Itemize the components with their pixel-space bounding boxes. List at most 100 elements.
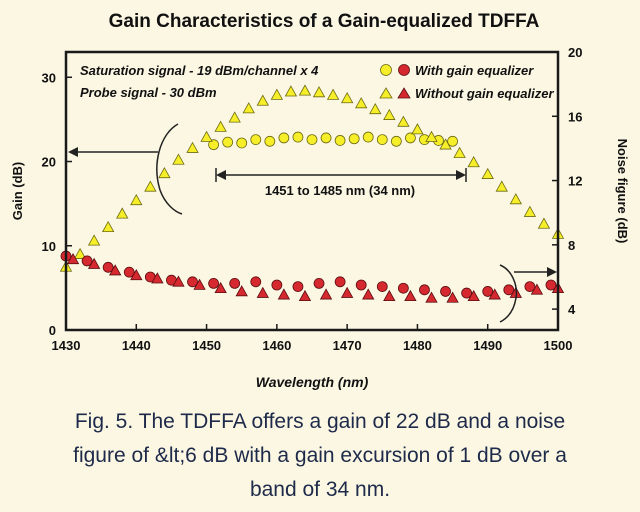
data-point-triangle	[235, 285, 248, 297]
legend-with-eq-label: With gain equalizer	[415, 63, 534, 78]
band-label: 1451 to 1485 nm (34 nm)	[265, 183, 415, 198]
x-tick-label: 1490	[473, 338, 502, 353]
series-noise-figure-circle	[60, 250, 557, 299]
series-noise-figure-triangle	[66, 252, 565, 303]
data-point-circle	[320, 132, 332, 144]
data-series	[59, 84, 565, 303]
y-right-tick-label: 20	[568, 45, 582, 60]
left-indicator-bracket	[156, 123, 183, 215]
y-left-tick-label: 10	[42, 239, 56, 254]
data-point-circle	[222, 136, 234, 148]
data-point-triangle	[214, 281, 227, 294]
data-point-circle	[545, 279, 557, 291]
data-point-triangle	[73, 247, 87, 259]
chart: Gain Characteristics of a Gain-equalized…	[10, 11, 630, 390]
data-point-triangle	[144, 180, 157, 192]
data-point-triangle	[151, 272, 164, 284]
x-axis-label: Wavelength (nm)	[256, 374, 369, 390]
y-left-tick-label: 20	[42, 155, 56, 170]
data-point-circle	[313, 277, 325, 289]
data-point-circle	[524, 281, 536, 293]
x-tick-label: 1460	[262, 338, 291, 353]
data-point-triangle	[362, 288, 375, 300]
data-point-triangle	[488, 288, 501, 300]
data-point-circle	[376, 281, 388, 293]
figure-caption: Fig. 5. The TDFFA offers a gain of 22 dB…	[0, 398, 640, 512]
data-point-triangle	[453, 146, 466, 158]
data-point-circle	[236, 137, 248, 149]
axis-ticks: 1430 1440 1450 1460 1470 1480 1490 1500 0 10 20 30 4…	[42, 45, 583, 353]
legend-marker-yellow-circle	[380, 64, 392, 76]
data-point-circle	[292, 281, 304, 293]
x-tick-label: 1430	[52, 338, 81, 353]
legend: With gain equalizer Without gain equaliz…	[379, 63, 554, 101]
y-axis-left-label: Gain (dB)	[10, 162, 25, 221]
data-point-triangle	[270, 88, 284, 100]
data-point-circle	[348, 133, 360, 145]
data-point-triangle	[537, 217, 551, 229]
data-point-triangle	[116, 207, 129, 219]
data-point-triangle	[425, 130, 438, 142]
data-point-triangle	[481, 167, 494, 179]
annotation-probe: Probe signal - 30 dBm	[80, 85, 217, 100]
data-point-circle	[461, 287, 473, 299]
right-indicator-bracket	[499, 264, 518, 323]
series-gain-circle	[208, 131, 458, 151]
y-axis-right-label: Noise figure (dB)	[615, 139, 630, 244]
data-point-triangle	[355, 97, 368, 109]
legend-marker-yellow-triangle	[379, 87, 393, 99]
data-point-triangle	[319, 288, 333, 300]
data-point-triangle	[397, 115, 410, 127]
chart-title: Gain Characteristics of a Gain-equalized…	[109, 11, 540, 32]
band-arrow-left-head	[216, 170, 226, 180]
data-point-triangle	[340, 92, 354, 104]
caption-line-3: band of 34 nm.	[249, 478, 391, 501]
data-point-triangle	[509, 193, 523, 205]
data-point-circle	[250, 134, 262, 146]
data-point-triangle	[467, 156, 480, 168]
data-point-triangle	[439, 138, 452, 150]
data-point-triangle	[298, 84, 312, 96]
data-point-triangle	[242, 102, 255, 114]
data-point-circle	[362, 131, 374, 143]
series-gain-triangle	[59, 84, 565, 272]
data-point-circle	[292, 131, 304, 143]
legend-without-eq-label: Without gain equalizer	[415, 86, 554, 101]
data-point-circle	[229, 277, 241, 289]
y-left-tick-label: 0	[49, 323, 56, 338]
left-indicator-arrow-head	[68, 147, 78, 157]
data-point-circle	[390, 135, 402, 147]
band-annotation: 1451 to 1485 nm (34 nm)	[215, 168, 467, 198]
data-point-triangle	[446, 291, 459, 303]
data-point-triangle	[101, 220, 115, 233]
annotation-saturation: Saturation signal - 19 dBm/channel x 4	[80, 63, 319, 78]
data-point-triangle	[326, 88, 340, 100]
data-point-circle	[419, 284, 430, 296]
data-point-triangle	[404, 289, 417, 302]
data-point-circle	[306, 134, 318, 146]
data-point-circle	[123, 266, 135, 278]
data-point-triangle	[277, 288, 291, 300]
data-point-circle	[102, 261, 114, 273]
data-point-circle	[482, 286, 494, 297]
data-point-triangle	[425, 291, 438, 303]
data-point-triangle	[383, 289, 396, 302]
data-point-circle	[208, 277, 220, 289]
data-point-circle	[187, 276, 198, 288]
data-point-circle	[250, 276, 262, 288]
data-point-triangle	[467, 289, 480, 302]
data-point-circle	[264, 135, 276, 147]
data-point-triangle	[200, 130, 213, 142]
y-left-tick-label: 30	[42, 70, 56, 85]
plot-frame	[64, 50, 560, 332]
x-tick-label: 1500	[544, 338, 573, 353]
data-point-triangle	[530, 283, 544, 295]
band-arrow-right-head	[456, 170, 466, 180]
data-point-triangle	[369, 102, 382, 115]
data-point-circle	[397, 282, 409, 294]
data-point-circle	[278, 132, 290, 144]
x-tick-label: 1450	[192, 338, 221, 353]
caption-line-1: Fig. 5. The TDFFA offers a gain of 22 dB…	[74, 410, 566, 433]
data-point-triangle	[109, 264, 122, 276]
data-point-triangle	[66, 252, 80, 265]
